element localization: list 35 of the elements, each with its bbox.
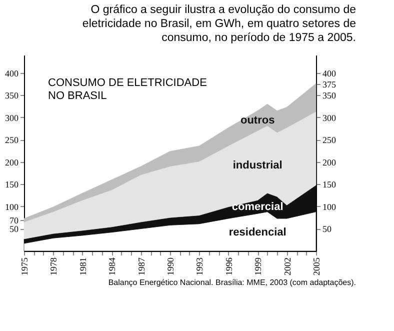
y2-tick-label: 200 [322,157,336,168]
text: CONSUMO DE ELETRICIDADE NO BRASIL [48,77,207,102]
y-tick-label: 50 [10,224,19,234]
y-tick-label: 100 [5,202,19,212]
y2-tick-label: 300 [322,112,336,123]
y-tick-label: 150 [5,180,19,190]
series-label: outros [240,114,275,127]
x-tick-label: 1996 [224,257,234,276]
y2-tick-label: 350 [322,90,336,101]
y2-tick-label: 50 [322,224,332,234]
x-tick-label: 2002 [282,258,292,276]
y2-tick-label: 100 [322,202,336,212]
x-tick-label: 1999 [253,257,264,276]
y2-tick-label: 375 [322,79,336,90]
x-tick-label: 1978 [48,257,59,276]
x-tick-label: 1993 [194,257,205,276]
y2-tick-label: 150 [322,180,336,190]
series-label: residencial [228,226,286,238]
y-tick-label: 300 [5,112,19,123]
series-label: industrial [232,159,282,172]
text: Balanço Energético Nacional. Brasília: MME, 2003 (com adaptações). [108,278,356,287]
y-tick-label: 200 [5,157,19,168]
x-tick-label: 1984 [107,257,118,276]
text: O gráfico a seguir ilustra a evolução do consumo de eletricidade no Brasil, em GWh, em quatro setores de consumo, no período de 1975 a 2005. [82,4,356,44]
x-tick-label: 1990 [166,257,176,276]
y-tick-label: 250 [5,135,19,146]
y2-tick-label: 400 [322,68,336,78]
x-tick-label: 1987 [136,257,146,276]
y-tick-label: 400 [5,68,19,78]
x-tick-label: 1981 [78,258,88,276]
y-tick-label: 350 [5,90,19,101]
x-tick-label: 2005 [312,257,322,276]
y2-tick-label: 250 [322,135,336,146]
x-tick-label: 1975 [20,257,30,276]
y-tick-label: 70 [10,215,19,226]
